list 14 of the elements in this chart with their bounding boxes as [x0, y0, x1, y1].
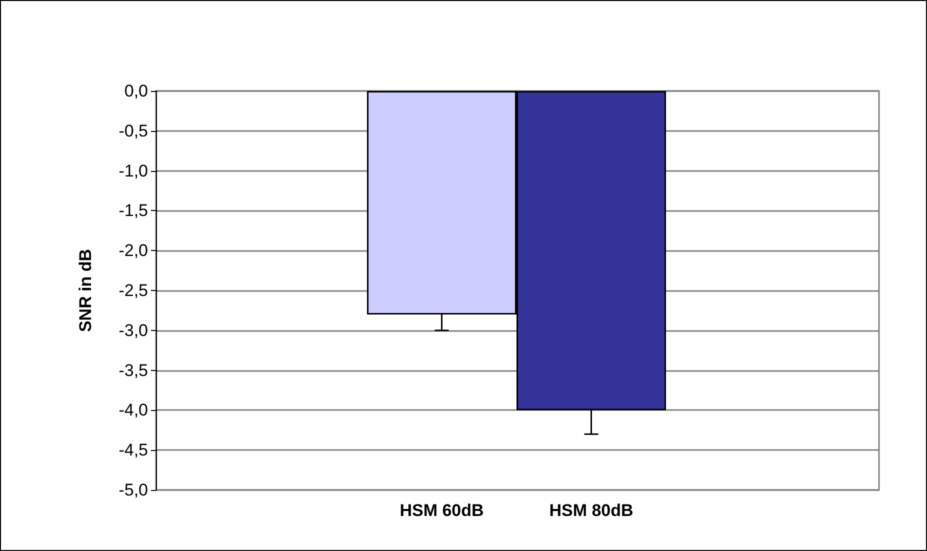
- y-tick-label: -2,5: [118, 281, 148, 300]
- y-tick-label: -1,5: [118, 201, 148, 220]
- y-tick-label: -4,0: [118, 400, 148, 420]
- y-tick-label: -3,0: [118, 320, 148, 340]
- y-tick-label: -4,5: [118, 440, 148, 460]
- y-tick-label: -0,5: [118, 121, 148, 140]
- y-tick-label: -3,5: [118, 360, 148, 380]
- x-tick-label: HSM 80dB: [549, 501, 634, 520]
- y-axis-title: SNR in dB: [76, 248, 95, 332]
- y-tick-label: -1,0: [118, 161, 148, 180]
- y-tick-label: 0,0: [124, 82, 148, 100]
- y-tick-label: -2,0: [118, 241, 148, 260]
- y-tick-label: -5,0: [118, 480, 148, 500]
- x-tick-label: HSM 60dB: [400, 501, 484, 520]
